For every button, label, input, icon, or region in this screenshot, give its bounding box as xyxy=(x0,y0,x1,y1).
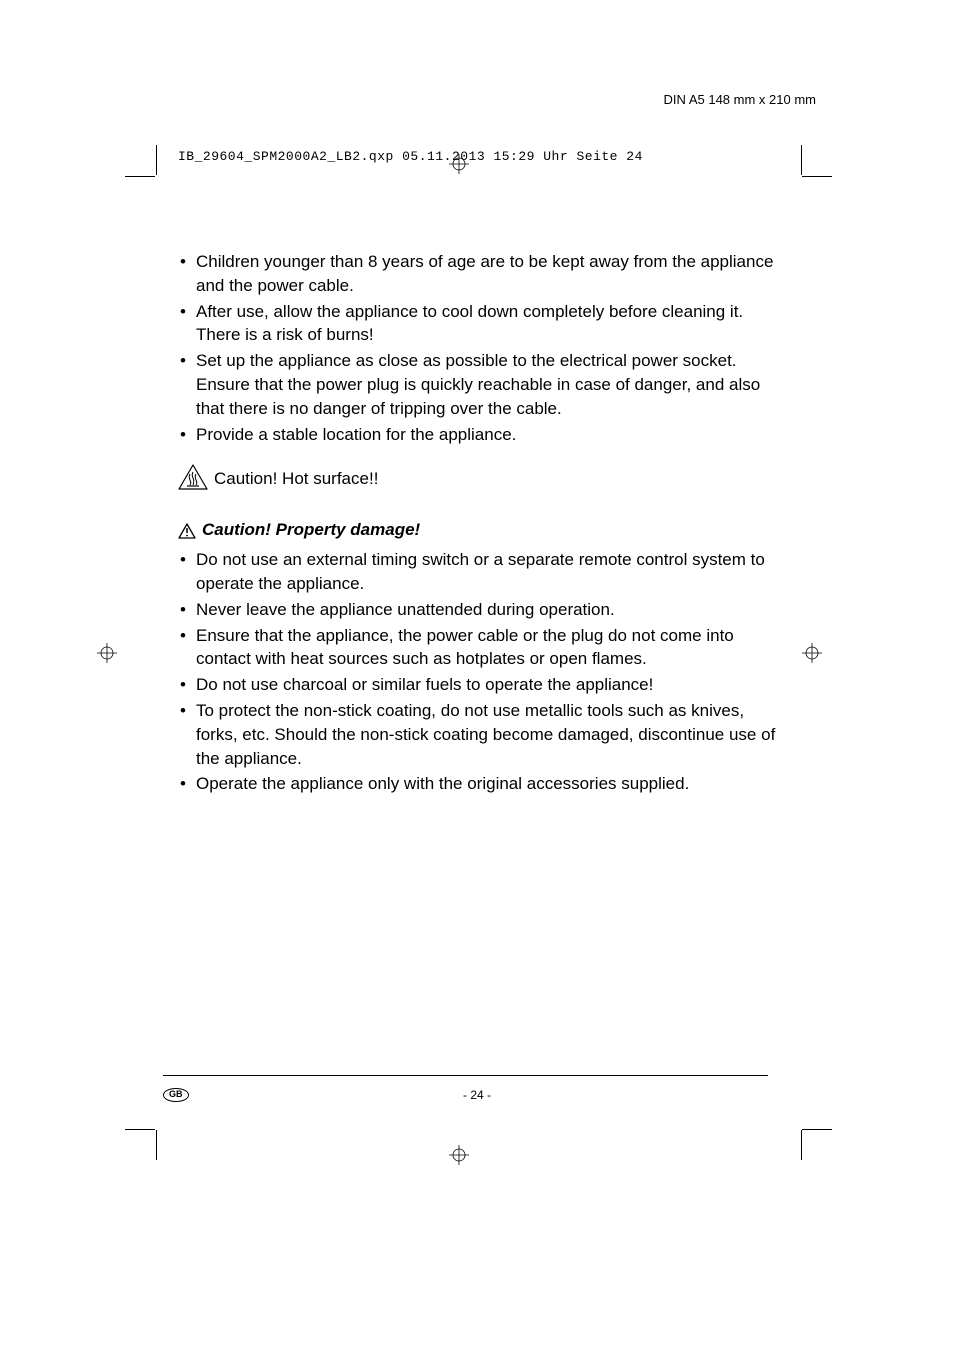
list-item: Operate the appliance only with the orig… xyxy=(178,772,788,796)
list-item: Do not use an external timing switch or … xyxy=(178,548,788,596)
hot-surface-icon xyxy=(178,464,208,490)
list-item: Do not use charcoal or similar fuels to … xyxy=(178,673,788,697)
footer-rule xyxy=(163,1075,768,1076)
trim-mark xyxy=(125,1129,155,1130)
hot-surface-text: Caution! Hot surface!! xyxy=(214,467,378,491)
trim-mark xyxy=(156,1130,157,1160)
registration-mark-left xyxy=(97,643,117,663)
warning-triangle-icon xyxy=(178,522,196,538)
hot-surface-row: Caution! Hot surface!! xyxy=(178,464,788,490)
list-item: To protect the non-stick coating, do not… xyxy=(178,699,788,770)
slug-line: IB_29604_SPM2000A2_LB2.qxp 05.11.2013 15… xyxy=(178,149,643,164)
page-number: - 24 - xyxy=(0,1088,954,1102)
top-bullet-list: Children younger than 8 years of age are… xyxy=(178,250,788,446)
section-heading: Caution! Property damage! xyxy=(202,518,420,542)
registration-mark-right xyxy=(802,643,822,663)
trim-mark xyxy=(156,145,157,175)
list-item: Never leave the appliance unattended dur… xyxy=(178,598,788,622)
registration-mark-bottom xyxy=(449,1145,469,1165)
trim-mark xyxy=(802,1129,832,1130)
list-item: Ensure that the appliance, the power cab… xyxy=(178,624,788,672)
trim-mark xyxy=(801,1130,802,1160)
section-heading-row: Caution! Property damage! xyxy=(178,518,788,542)
page-content: Children younger than 8 years of age are… xyxy=(178,250,788,798)
trim-mark xyxy=(125,176,155,177)
list-item: Set up the appliance as close as possibl… xyxy=(178,349,788,420)
list-item: Provide a stable location for the applia… xyxy=(178,423,788,447)
trim-mark xyxy=(802,176,832,177)
dimensions-note: DIN A5 148 mm x 210 mm xyxy=(664,92,816,107)
list-item: After use, allow the appliance to cool d… xyxy=(178,300,788,348)
list-item: Children younger than 8 years of age are… xyxy=(178,250,788,298)
trim-mark xyxy=(801,145,802,175)
bottom-bullet-list: Do not use an external timing switch or … xyxy=(178,548,788,796)
